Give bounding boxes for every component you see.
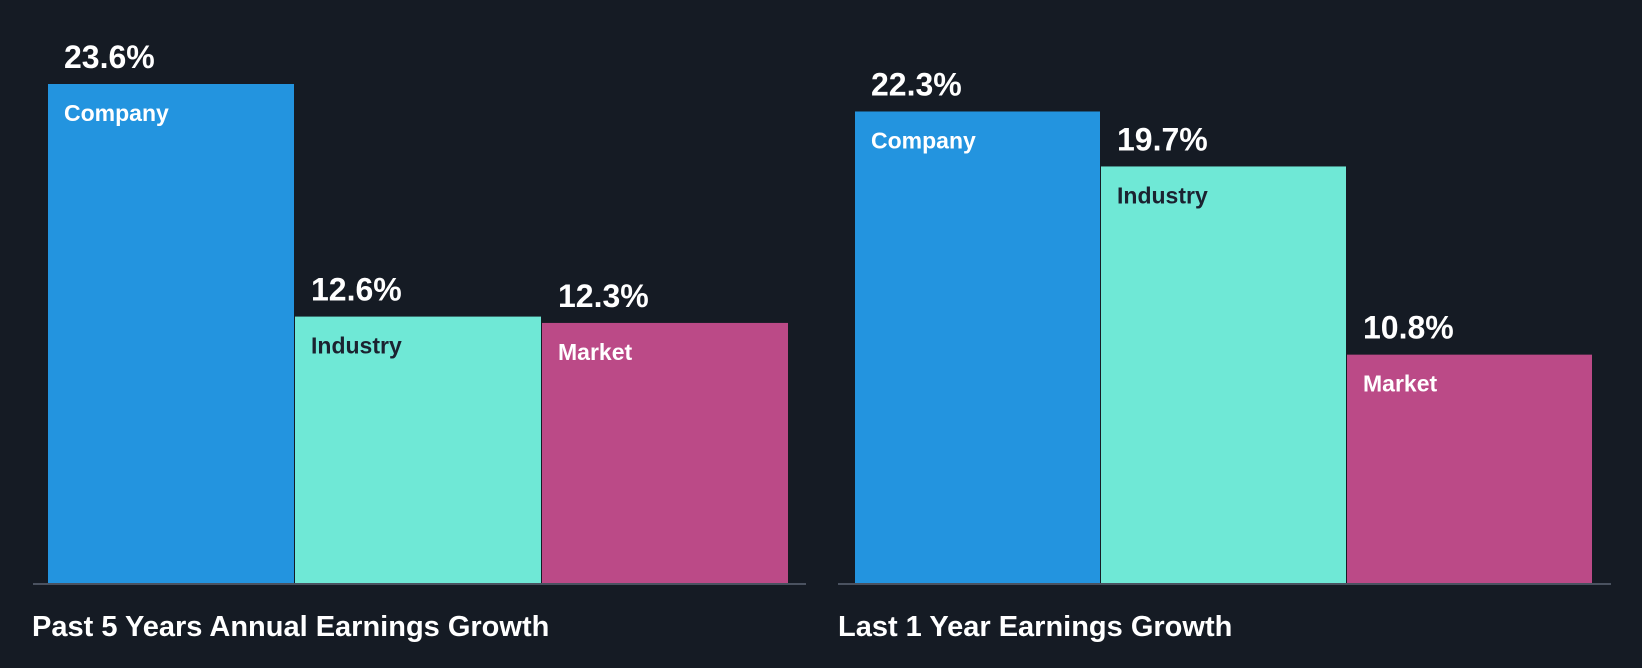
chart-title: Past 5 Years Annual Earnings Growth bbox=[32, 611, 549, 643]
value-label-market: 12.3% bbox=[558, 278, 649, 314]
bar-market bbox=[542, 322, 788, 583]
bar-industry bbox=[295, 316, 541, 583]
chart-title: Last 1 Year Earnings Growth bbox=[838, 611, 1232, 643]
bar-company bbox=[855, 111, 1100, 583]
category-label-company: Company bbox=[871, 127, 976, 153]
value-label-industry: 19.7% bbox=[1117, 121, 1208, 157]
value-label-industry: 12.6% bbox=[311, 272, 402, 308]
bar-group: 22.3% Company 19.7% Industry 10.8% Market bbox=[855, 66, 1592, 584]
category-label-market: Market bbox=[558, 339, 632, 365]
category-label-industry: Industry bbox=[311, 333, 402, 359]
category-label-industry: Industry bbox=[1117, 182, 1208, 208]
bar-group: 23.6% Company 12.6% Industry 12.3% Market bbox=[48, 39, 788, 583]
value-label-company: 23.6% bbox=[64, 39, 155, 75]
chart-last-1-year: 22.3% Company 19.7% Industry 10.8% Market Las… bbox=[838, 66, 1611, 643]
value-label-company: 22.3% bbox=[871, 66, 962, 102]
chart-past-5-years: 23.6% Company 12.6% Industry 12.3% Market Pas… bbox=[32, 39, 806, 643]
bar-industry bbox=[1101, 166, 1346, 584]
value-label-market: 10.8% bbox=[1363, 310, 1454, 346]
bar-market bbox=[1347, 354, 1592, 583]
category-label-market: Market bbox=[1363, 371, 1437, 397]
bar-company bbox=[48, 84, 294, 583]
category-label-company: Company bbox=[64, 100, 169, 126]
